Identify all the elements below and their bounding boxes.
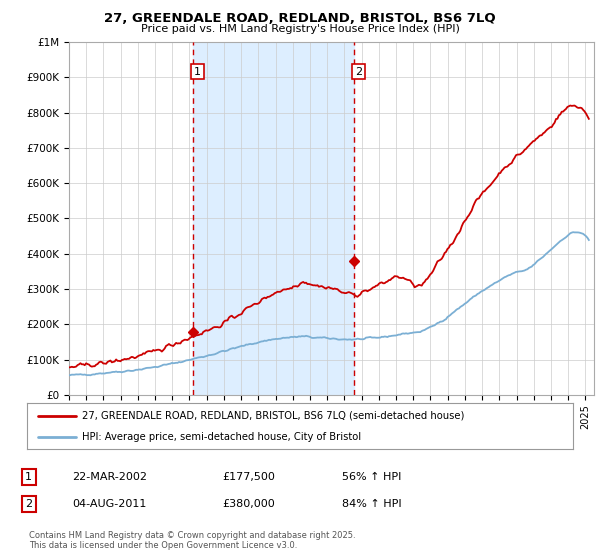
- Text: Price paid vs. HM Land Registry's House Price Index (HPI): Price paid vs. HM Land Registry's House …: [140, 24, 460, 34]
- Text: Contains HM Land Registry data © Crown copyright and database right 2025.
This d: Contains HM Land Registry data © Crown c…: [29, 531, 355, 550]
- Bar: [193, 42, 355, 395]
- Text: 56% ↑ HPI: 56% ↑ HPI: [342, 472, 401, 482]
- Text: HPI: Average price, semi-detached house, City of Bristol: HPI: Average price, semi-detached house,…: [82, 432, 361, 442]
- Text: 27, GREENDALE ROAD, REDLAND, BRISTOL, BS6 7LQ (semi-detached house): 27, GREENDALE ROAD, REDLAND, BRISTOL, BS…: [82, 410, 464, 421]
- Text: 1: 1: [25, 472, 32, 482]
- Text: £177,500: £177,500: [222, 472, 275, 482]
- Text: 2: 2: [25, 499, 32, 509]
- Text: 27, GREENDALE ROAD, REDLAND, BRISTOL, BS6 7LQ: 27, GREENDALE ROAD, REDLAND, BRISTOL, BS…: [104, 12, 496, 25]
- Text: 84% ↑ HPI: 84% ↑ HPI: [342, 499, 401, 509]
- Text: 1: 1: [194, 67, 201, 77]
- Text: 2: 2: [355, 67, 362, 77]
- Text: 22-MAR-2002: 22-MAR-2002: [72, 472, 147, 482]
- Text: 04-AUG-2011: 04-AUG-2011: [72, 499, 146, 509]
- Text: £380,000: £380,000: [222, 499, 275, 509]
